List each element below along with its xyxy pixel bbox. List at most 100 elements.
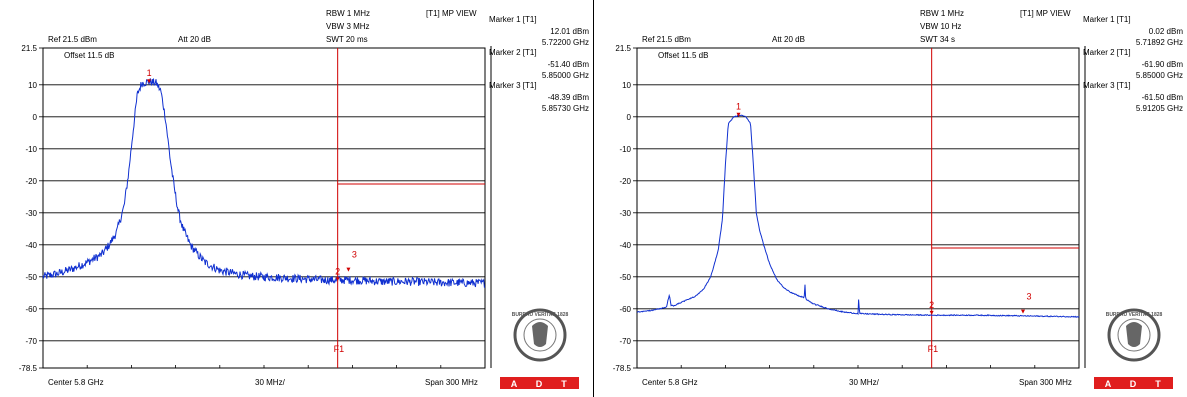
y-tick-label: -30 <box>25 209 37 218</box>
seal-figure <box>532 322 548 347</box>
marker-readout-freq: 5.72200 GHz <box>542 38 589 47</box>
y-tick-label: 0 <box>33 113 38 122</box>
marker-readout-title: Marker 3 [T1] <box>489 81 537 90</box>
marker-readout-title: Marker 3 [T1] <box>1083 81 1131 90</box>
y-tick-label: -50 <box>25 273 37 282</box>
attenuation-label: Att 20 dB <box>772 35 805 44</box>
y-tick-label: -20 <box>25 177 37 186</box>
adt-bar-bg <box>1094 377 1173 389</box>
y-tick-label: -70 <box>25 337 37 346</box>
spectrum-chart-svg: Ref 21.5 dBm Att 20 dB RBW 1 MHz VBW 10 Hz S… <box>613 9 1184 389</box>
y-tick-label: -20 <box>619 177 631 186</box>
y-tick-label: -40 <box>25 241 37 250</box>
y-tick-label: 10 <box>622 81 631 90</box>
ref-level-label: Ref 21.5 dBm <box>48 35 97 44</box>
adt-bar-bg <box>500 377 579 389</box>
marker-readout-freq: 5.85730 GHz <box>542 104 589 113</box>
y-tick-label: -78.5 <box>613 364 632 373</box>
panel-divider <box>593 0 594 397</box>
marker-1-symbol <box>736 112 741 117</box>
adt-letter: A <box>511 379 518 389</box>
bureau-veritas-logo: BUREAU VERITAS 1828 <box>1106 308 1163 362</box>
marker-2-symbol <box>929 310 934 315</box>
seal-inner-ring <box>523 318 557 352</box>
plot-frame <box>42 47 486 369</box>
marker-3-label: 3 <box>352 250 357 260</box>
marker-readout-title: Marker 2 [T1] <box>489 48 537 57</box>
seal-caption: BUREAU VERITAS 1828 <box>1106 312 1163 318</box>
f1-label: F1 <box>928 344 939 354</box>
x-label-center: Center 5.8 GHz <box>48 378 104 387</box>
y-tick-label: 21.5 <box>21 44 37 53</box>
spectrum-trace <box>42 78 485 288</box>
spectrum-trace <box>636 114 1080 318</box>
y-tick-label: -50 <box>619 273 631 282</box>
seal-figure <box>1126 322 1142 347</box>
y-tick-label: -10 <box>25 145 37 154</box>
y-tick-label: 0 <box>627 113 632 122</box>
attenuation-label: Att 20 dB <box>178 35 211 44</box>
offset-label: Offset 11.5 dB <box>64 51 114 60</box>
marker-3-label: 3 <box>1027 292 1032 302</box>
adt-letter: T <box>561 379 567 389</box>
marker-readout-freq: 5.91205 GHz <box>1136 104 1183 113</box>
marker-2-label: 2 <box>335 266 340 276</box>
vbw-label: VBW 3 MHz <box>326 22 370 31</box>
x-label-span: Span 300 MHz <box>1019 378 1072 387</box>
x-label-division: 30 MHz/ <box>255 378 286 387</box>
marker-2-label: 2 <box>929 300 934 310</box>
y-tick-label: 10 <box>28 81 37 90</box>
marker-readout-level: -48.39 dBm <box>548 93 590 102</box>
swt-label: SWT 20 ms <box>326 35 368 44</box>
marker-1-label: 1 <box>736 102 741 112</box>
marker-1-label: 1 <box>147 68 152 78</box>
f1-label: F1 <box>334 344 345 354</box>
adt-letter: D <box>536 379 543 389</box>
bureau-veritas-logo: BUREAU VERITAS 1828 <box>512 308 569 362</box>
y-tick-label: -60 <box>25 305 37 314</box>
adt-letter: T <box>1155 379 1161 389</box>
seal-inner-ring <box>1117 318 1151 352</box>
marker-readout-title: Marker 2 [T1] <box>1083 48 1131 57</box>
adt-letter: D <box>1130 379 1137 389</box>
y-tick-label: -30 <box>619 209 631 218</box>
y-tick-label: -78.5 <box>19 364 38 373</box>
marker-readout-title: Marker 1 [T1] <box>1083 15 1131 24</box>
x-label-span: Span 300 MHz <box>425 378 478 387</box>
y-tick-label: 21.5 <box>615 44 631 53</box>
marker-readout-freq: 5.71892 GHz <box>1136 38 1183 47</box>
marker-readout-title: Marker 1 [T1] <box>489 15 537 24</box>
marker-readout-freq: 5.85000 GHz <box>542 71 589 80</box>
y-tick-label: -10 <box>619 145 631 154</box>
seal-caption: BUREAU VERITAS 1828 <box>512 312 569 318</box>
marker-readout-level: -51.40 dBm <box>548 60 590 69</box>
view-label: [T1] MP VIEW <box>1020 9 1071 18</box>
ref-level-label: Ref 21.5 dBm <box>642 35 691 44</box>
marker-readout-level: -61.90 dBm <box>1142 60 1184 69</box>
marker-readout-level: 12.01 dBm <box>550 27 589 36</box>
rbw-label: RBW 1 MHz <box>326 9 370 18</box>
y-tick-label: -60 <box>619 305 631 314</box>
swt-label: SWT 34 s <box>920 35 955 44</box>
adt-letter: A <box>1105 379 1112 389</box>
spectrum-chart-svg: Ref 21.5 dBm Att 20 dB RBW 1 MHz VBW 3 MHz S… <box>19 9 590 389</box>
spectrum-panel-1: Ref 21.5 dBm Att 20 dB RBW 1 MHz VBW 3 MHz S… <box>0 0 593 397</box>
view-label: [T1] MP VIEW <box>426 9 477 18</box>
vbw-label: VBW 10 Hz <box>920 22 961 31</box>
marker-3-symbol <box>346 267 351 272</box>
marker-readout-level: 0.02 dBm <box>1149 27 1184 36</box>
marker-3-symbol <box>1021 309 1026 314</box>
marker-readout-freq: 5.85000 GHz <box>1136 71 1183 80</box>
marker-1-symbol <box>147 79 152 84</box>
marker-readout-level: -61.50 dBm <box>1142 93 1184 102</box>
y-tick-label: -40 <box>619 241 631 250</box>
x-label-division: 30 MHz/ <box>849 378 880 387</box>
plot-frame <box>636 47 1080 369</box>
spectrum-panel-2: Ref 21.5 dBm Att 20 dB RBW 1 MHz VBW 10 Hz S… <box>594 0 1187 397</box>
x-label-center: Center 5.8 GHz <box>642 378 698 387</box>
offset-label: Offset 11.5 dB <box>658 51 708 60</box>
y-tick-label: -70 <box>619 337 631 346</box>
rbw-label: RBW 1 MHz <box>920 9 964 18</box>
